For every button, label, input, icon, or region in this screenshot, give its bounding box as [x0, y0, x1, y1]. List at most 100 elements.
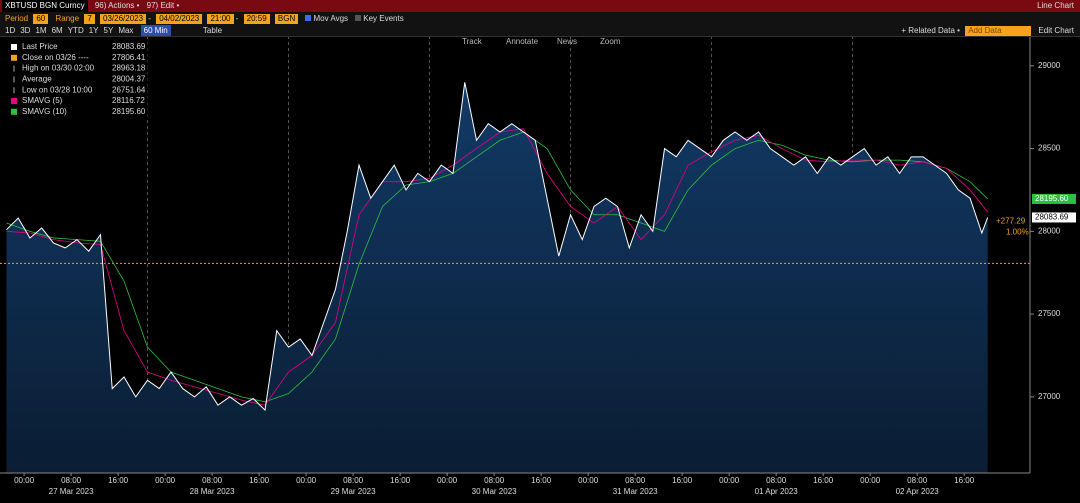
range-button[interactable]: 3D	[20, 26, 31, 35]
input[interactable]: Add Data	[965, 26, 1032, 36]
input[interactable]: 04/02/2023	[156, 14, 203, 24]
separator: -	[235, 14, 239, 23]
range-button[interactable]: YTD	[67, 26, 84, 35]
x-tick-label: 00:00	[14, 476, 35, 485]
legend-label: Close on 03/26 ----	[22, 53, 89, 62]
button[interactable]: Edit Chart	[1038, 26, 1074, 35]
input[interactable]: 21:00	[207, 14, 234, 24]
value-badge-label: 28083.69	[1035, 213, 1069, 222]
input[interactable]: 03/26/2023	[100, 14, 147, 24]
legend-value: 28195.60	[112, 107, 146, 116]
legend-value: 27806.41	[112, 53, 146, 62]
checkbox[interactable]: Key Events	[355, 12, 404, 25]
chart-tool[interactable]: Track	[462, 37, 483, 46]
chart-tool[interactable]: Annotate	[506, 37, 539, 46]
legend-swatch	[11, 108, 17, 115]
y-tick-label: 27000	[1038, 392, 1061, 401]
label: Mov Avgs	[313, 14, 349, 23]
x-tick-label: 08:00	[907, 476, 928, 485]
title-bar: XBTUSD BGN Curncy 96) Actions • 97) Edit…	[0, 0, 1080, 12]
legend-value: 26751.64	[112, 85, 146, 94]
plot-background	[0, 36, 1030, 473]
legend-value: 28083.69	[112, 42, 146, 51]
x-tick-label: 08:00	[625, 476, 646, 485]
value-badge-label: 28195.60	[1035, 194, 1069, 203]
change: +277.29	[996, 217, 1026, 226]
range-button[interactable]: 5Y	[103, 26, 114, 35]
series-line	[6, 82, 989, 412]
legend-label: SMAVG (10)	[22, 107, 67, 116]
legend-label: Last Price	[22, 42, 58, 51]
change-pct: 1.00%	[1006, 228, 1029, 237]
day-label: 31 Mar 2023	[613, 487, 658, 496]
checkbox[interactable]: Mov Avgs	[305, 12, 348, 25]
legend-swatch	[11, 44, 17, 50]
range-button[interactable]: 1D	[5, 26, 16, 35]
interval[interactable]: 60 Min	[140, 25, 171, 36]
y-tick-label: 27500	[1038, 309, 1061, 318]
x-tick-label: 16:00	[108, 476, 129, 485]
right-tools: + Related Data • Add Data Edit Chart	[901, 25, 1074, 36]
x-tick-label: 00:00	[578, 476, 599, 485]
button[interactable]: + Related Data •	[901, 26, 960, 35]
day-label: 28 Mar 2023	[190, 487, 235, 496]
input[interactable]: 7	[84, 14, 95, 24]
legend-value: 28116.72	[112, 96, 145, 105]
x-tick-label: 08:00	[61, 476, 82, 485]
range-button[interactable]: 6M	[51, 26, 63, 35]
legend-value: 28004.37	[112, 75, 146, 84]
x-tick-label: 00:00	[719, 476, 740, 485]
legend-value: 28963.18	[112, 64, 146, 73]
legend-swatch	[11, 54, 17, 61]
menu[interactable]: 96) Actions •	[94, 1, 140, 10]
y-tick-label: 28000	[1038, 226, 1061, 235]
day-label: 29 Mar 2023	[331, 487, 376, 496]
separator: -	[148, 14, 151, 23]
menu[interactable]: 97) Edit •	[146, 1, 180, 10]
label: Range	[55, 14, 80, 23]
input[interactable]: 20:59	[243, 14, 270, 24]
y-tick-label: 28500	[1038, 144, 1061, 153]
legend-box	[6, 42, 152, 118]
legend-label: Low on 03/28 10:00	[22, 85, 93, 94]
x-tick-label: 00:00	[155, 476, 176, 485]
range-button[interactable]: Max	[118, 26, 134, 35]
x-tick-label: 16:00	[249, 476, 270, 485]
label: Period	[5, 14, 29, 23]
legend-label: Average	[22, 75, 52, 84]
legend-label: SMAVG (5)	[22, 96, 63, 105]
y-tick-label: 29000	[1038, 61, 1061, 70]
value-badge	[1032, 212, 1076, 223]
series-line	[6, 131, 988, 403]
chart-tool[interactable]: Zoom	[600, 37, 621, 46]
input[interactable]: BGN	[274, 14, 299, 24]
x-tick-label: 16:00	[672, 476, 693, 485]
range-bar: 1D 3D 1M 6M YTD 1Y 5Y Max 60 Min Table + Relate…	[0, 25, 1080, 37]
value-badge	[1032, 193, 1076, 204]
x-tick-label: 08:00	[484, 476, 505, 485]
axis-background	[1030, 36, 1080, 473]
x-tick-label: 08:00	[766, 476, 787, 485]
legend-label: High on 03/30 02:00	[22, 64, 95, 73]
view-name: Line Chart	[1037, 1, 1074, 10]
x-tick-label: 08:00	[343, 476, 364, 485]
x-tick-label: 00:00	[296, 476, 317, 485]
day-label: 02 Apr 2023	[896, 487, 940, 496]
x-tick-label: 08:00	[202, 476, 223, 485]
day-label: 01 Apr 2023	[755, 487, 799, 496]
range-button[interactable]: 1M	[35, 26, 47, 35]
label: Key Events	[363, 14, 404, 23]
x-tick-label: 16:00	[813, 476, 834, 485]
x-tick-label: 16:00	[954, 476, 975, 485]
range-button[interactable]: 1Y	[88, 26, 99, 35]
chart-tool[interactable]: News	[557, 37, 577, 46]
price-area	[6, 82, 988, 474]
x-tick-label: 00:00	[860, 476, 881, 485]
ticker[interactable]: XBTUSD BGN Curncy	[2, 0, 88, 12]
input[interactable]: 60	[33, 14, 49, 24]
button[interactable]: Table	[202, 26, 223, 35]
day-label: 30 Mar 2023	[472, 487, 517, 496]
x-tick-label: 00:00	[437, 476, 458, 485]
